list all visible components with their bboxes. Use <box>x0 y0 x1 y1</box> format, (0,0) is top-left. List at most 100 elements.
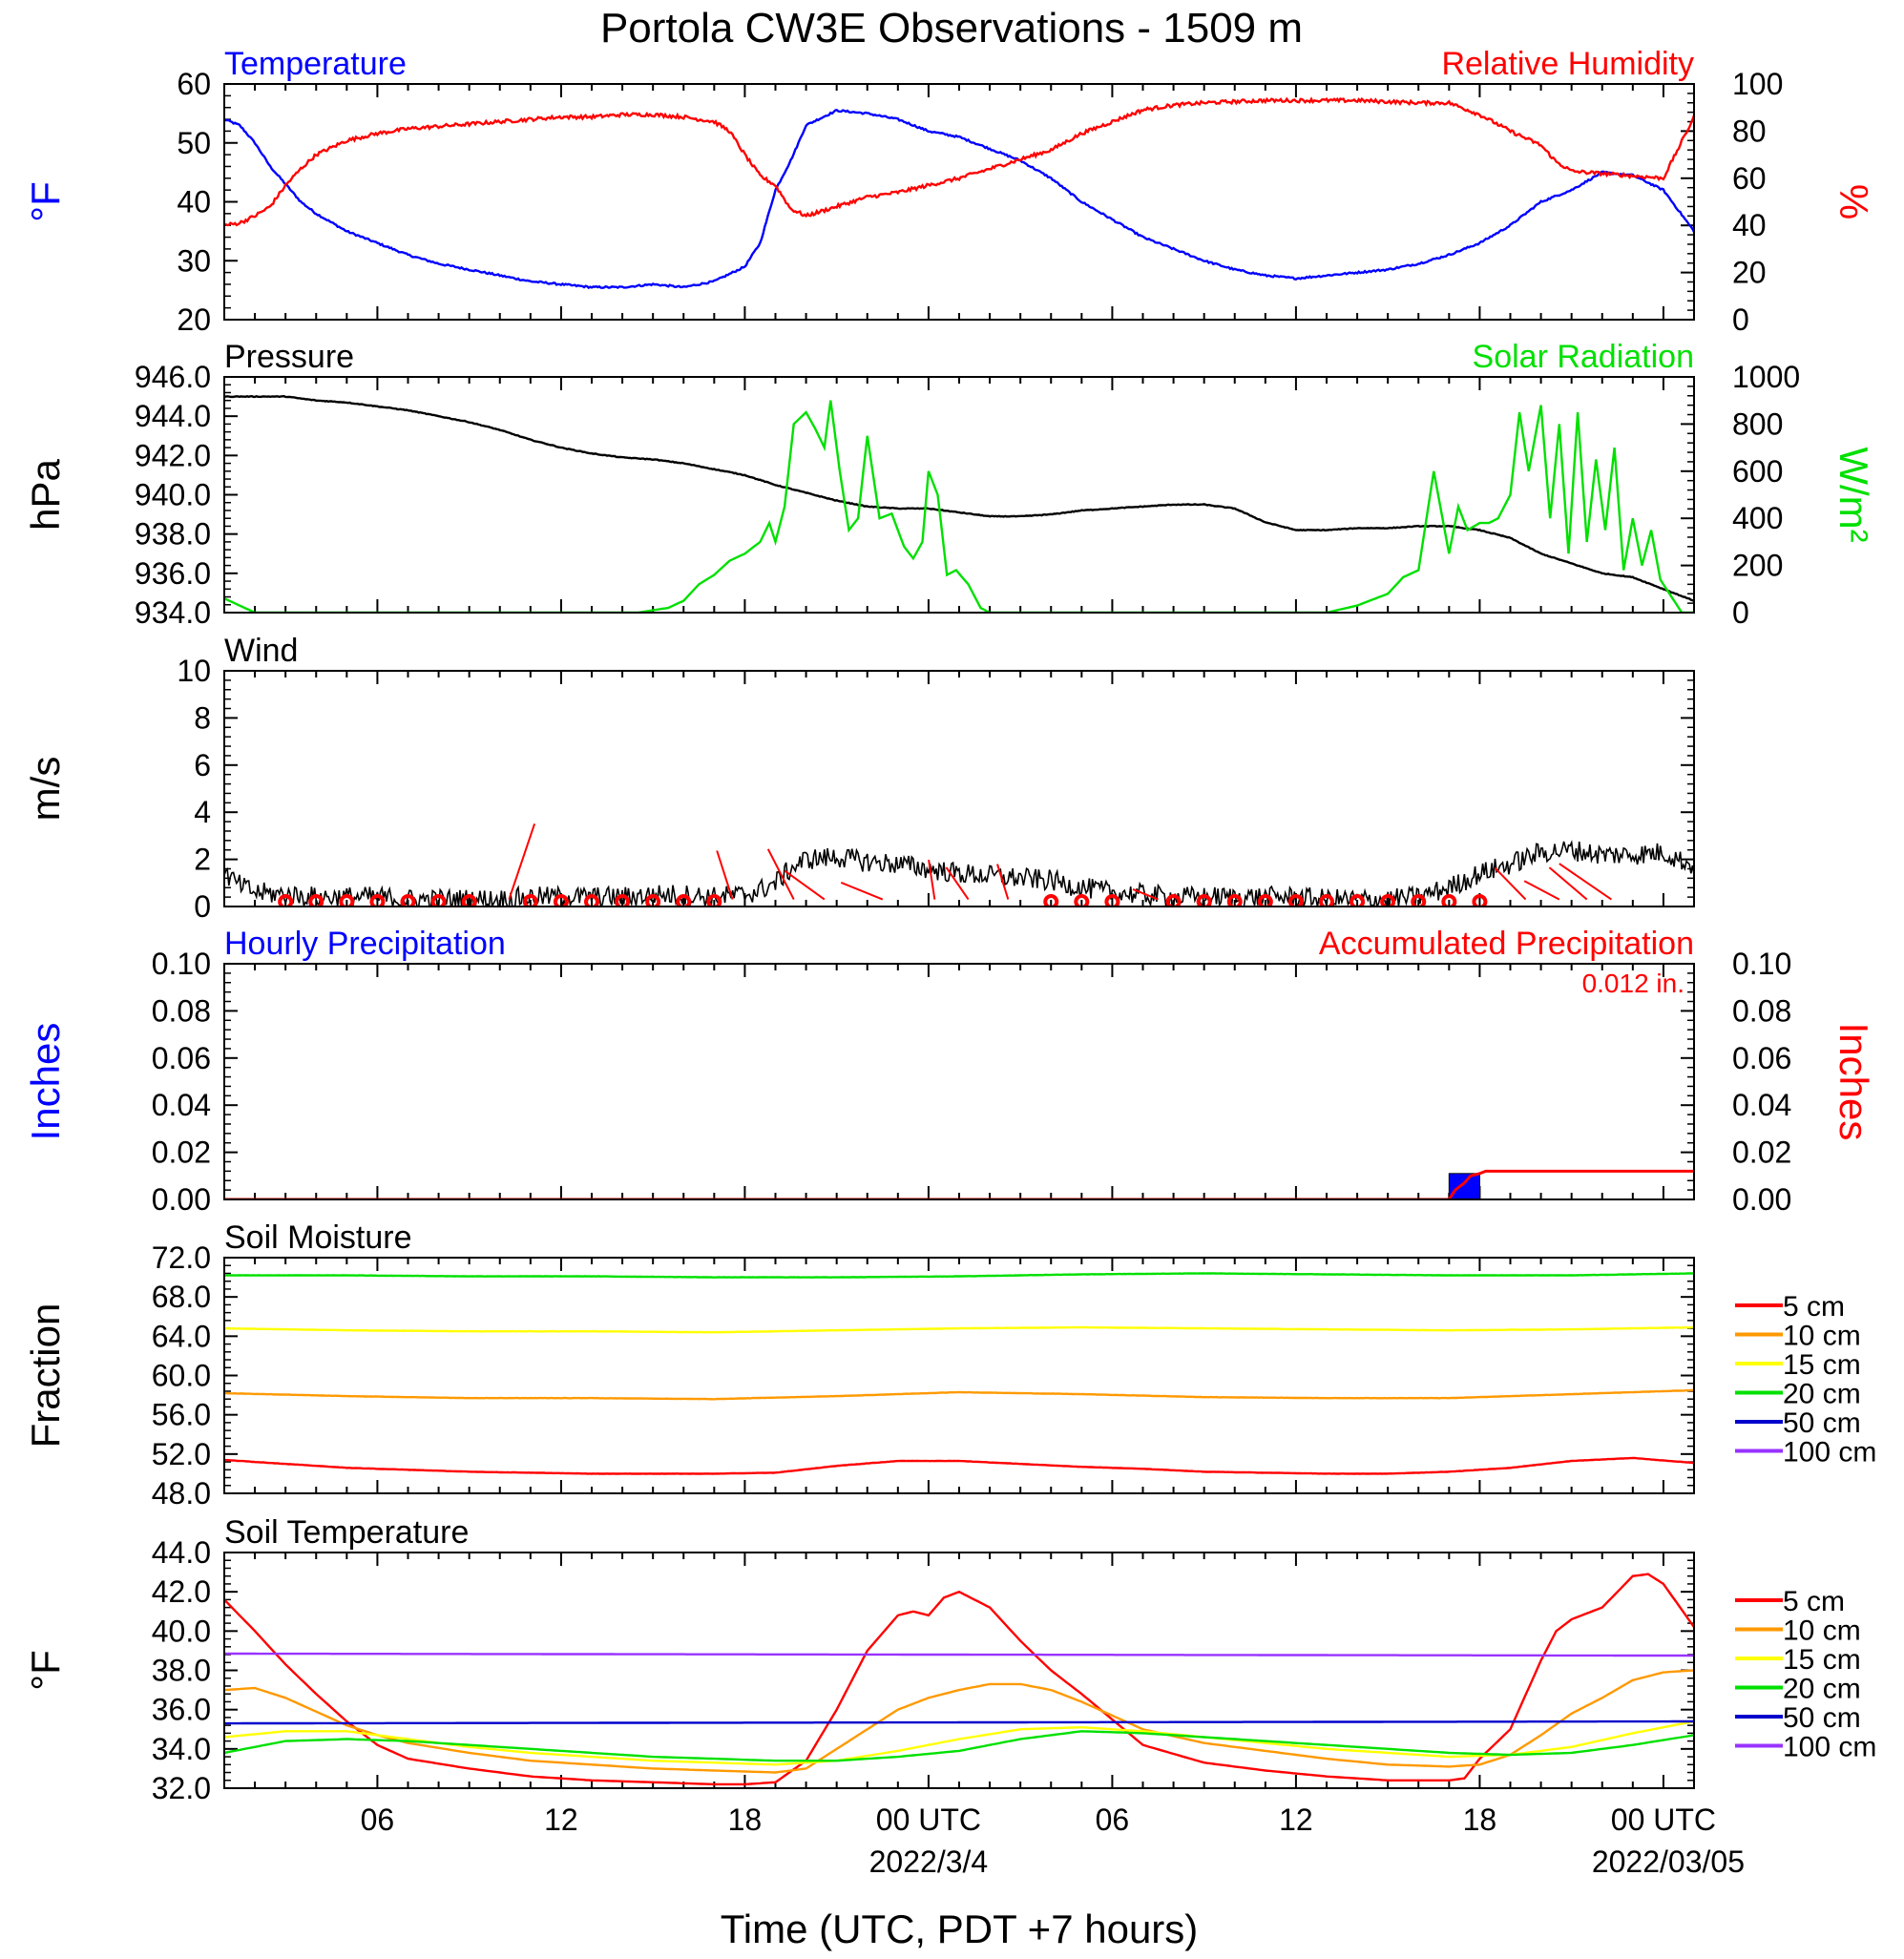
panel-title-left: Pressure <box>224 339 354 375</box>
calm-wind-marker <box>1074 894 1090 907</box>
y-tick-label: 30 <box>177 243 211 278</box>
calm-wind-marker <box>1043 894 1059 907</box>
y-tick-label: 944.0 <box>135 399 211 433</box>
panel-frame <box>223 83 1695 321</box>
right-tick-label: 0.04 <box>1732 1088 1791 1122</box>
panel-soil_moisture: 48.0 52.0 56.0 60.0 64.0 68.0 72.0 Soil Moistur… <box>23 1219 1876 1511</box>
y-tick-label: 64.0 <box>152 1319 211 1353</box>
y-tick-label: 4 <box>194 795 211 829</box>
y-tick-label: 0.02 <box>152 1136 211 1170</box>
legend-label: 5 cm <box>1783 1291 1845 1323</box>
panel-precip: 0.00 0.02 0.04 0.06 0.08 0.10 0.00 0.02 0.04 0.06… <box>23 926 1876 1217</box>
y-tick-label: 0.06 <box>152 1041 211 1075</box>
left-axis-label: Inches <box>23 1023 68 1141</box>
right-tick-label: 600 <box>1732 454 1783 489</box>
panel-frame <box>223 376 1695 614</box>
calm-wind-marker <box>1287 894 1304 907</box>
calm-wind-marker <box>1319 894 1334 907</box>
calm-wind-marker <box>553 894 569 907</box>
calm-wind-marker <box>369 894 386 907</box>
y-tick-label: 936.0 <box>135 556 211 591</box>
panel-frame <box>223 670 1695 907</box>
precip-total-label: 0.012 in. <box>1582 969 1684 998</box>
calm-wind-marker <box>278 894 294 907</box>
series-line-soil_moisture-3 <box>224 1272 1694 1279</box>
y-tick-label: 38.0 <box>152 1654 211 1688</box>
calm-wind-marker <box>1380 894 1396 907</box>
y-tick-label: 6 <box>194 748 211 782</box>
y-tick-label: 2 <box>194 843 211 877</box>
legend-label: 20 cm <box>1783 1379 1861 1410</box>
legend-label: 15 cm <box>1783 1349 1861 1381</box>
panel-title-left: Soil Temperature <box>224 1514 469 1551</box>
left-axis-label: °F <box>23 181 68 221</box>
calm-wind-marker <box>676 894 692 907</box>
x-tick-label: 12 <box>544 1803 578 1837</box>
series-line-temp_rh-1 <box>224 96 1694 227</box>
right-tick-label: 0.02 <box>1732 1136 1791 1170</box>
plot-area <box>224 1573 1694 1786</box>
plot-area <box>224 1272 1694 1475</box>
calm-wind-marker <box>430 894 447 907</box>
right-tick-label: 0.10 <box>1732 947 1791 981</box>
y-tick-label: 68.0 <box>152 1280 211 1314</box>
y-tick-label: 42.0 <box>152 1574 211 1609</box>
y-tick-label: 938.0 <box>135 517 211 552</box>
legend-label: 10 cm <box>1783 1321 1861 1352</box>
right-tick-label: 0 <box>1732 595 1749 630</box>
right-tick-label: 20 <box>1732 256 1767 290</box>
wind-barb <box>1132 887 1159 901</box>
y-tick-label: 72.0 <box>152 1240 211 1275</box>
series-line-soil_temp-1 <box>224 1669 1694 1774</box>
series-line-wind-0 <box>224 840 1694 907</box>
series-line-soil_moisture-1 <box>224 1388 1694 1401</box>
x-tick-label: 18 <box>728 1803 763 1837</box>
y-tick-label: 0 <box>194 889 211 924</box>
calm-wind-marker <box>645 894 661 907</box>
wind-barb <box>945 866 970 901</box>
legend-label: 100 cm <box>1783 1732 1876 1763</box>
series-line-soil_temp-4 <box>224 1719 1694 1725</box>
calm-wind-marker <box>339 894 355 907</box>
calm-wind-marker <box>1257 894 1273 907</box>
right-axis-label: W/m² <box>1831 447 1876 542</box>
panel-title-left: Temperature <box>224 46 407 82</box>
calm-wind-marker <box>1104 894 1120 907</box>
y-tick-label: 20 <box>177 302 211 337</box>
right-tick-label: 400 <box>1732 501 1783 535</box>
right-tick-label: 200 <box>1732 549 1783 583</box>
series-line-soil_temp-5 <box>224 1652 1694 1657</box>
y-tick-label: 34.0 <box>152 1732 211 1766</box>
series-line-soil_moisture-0 <box>224 1456 1694 1475</box>
wind-barb <box>1523 880 1560 901</box>
calm-wind-marker <box>1226 894 1243 907</box>
y-tick-label: 946.0 <box>135 360 211 394</box>
panel-wind: 0 2 4 6 8 10 Wind m/s <box>23 633 1695 924</box>
right-tick-label: 1000 <box>1732 360 1800 394</box>
panel-temp_rh: 20 30 40 50 60 0 20 40 60 80 100 Temperature Relativ… <box>23 46 1876 337</box>
chart-title: Portola CW3E Observations - 1509 m <box>600 5 1303 52</box>
panel-title-right: Solar Radiation <box>1473 339 1694 375</box>
calm-wind-marker <box>308 894 324 907</box>
calm-wind-marker <box>1165 894 1182 907</box>
x-tick-label: 06 <box>361 1803 395 1837</box>
wind-barb <box>996 864 1010 900</box>
y-tick-label: 10 <box>177 654 211 688</box>
plot-area <box>224 394 1694 613</box>
left-axis-label: °F <box>23 1650 68 1690</box>
right-tick-label: 0 <box>1732 302 1749 337</box>
panel-title-left: Wind <box>224 633 298 669</box>
y-tick-label: 40 <box>177 185 211 219</box>
panel-frame <box>223 963 1695 1200</box>
wind-barb <box>928 859 936 900</box>
hourly-precip-bar <box>1448 1173 1480 1199</box>
legend-label: 15 cm <box>1783 1644 1861 1676</box>
y-tick-label: 52.0 <box>152 1437 211 1471</box>
x-tick-label: 12 <box>1279 1803 1313 1837</box>
calm-wind-marker <box>1350 894 1366 907</box>
series-line-soil_moisture-2 <box>224 1325 1694 1334</box>
calm-wind-marker <box>706 894 722 907</box>
calm-wind-marker <box>615 894 631 907</box>
left-axis-label: Fraction <box>23 1303 68 1448</box>
